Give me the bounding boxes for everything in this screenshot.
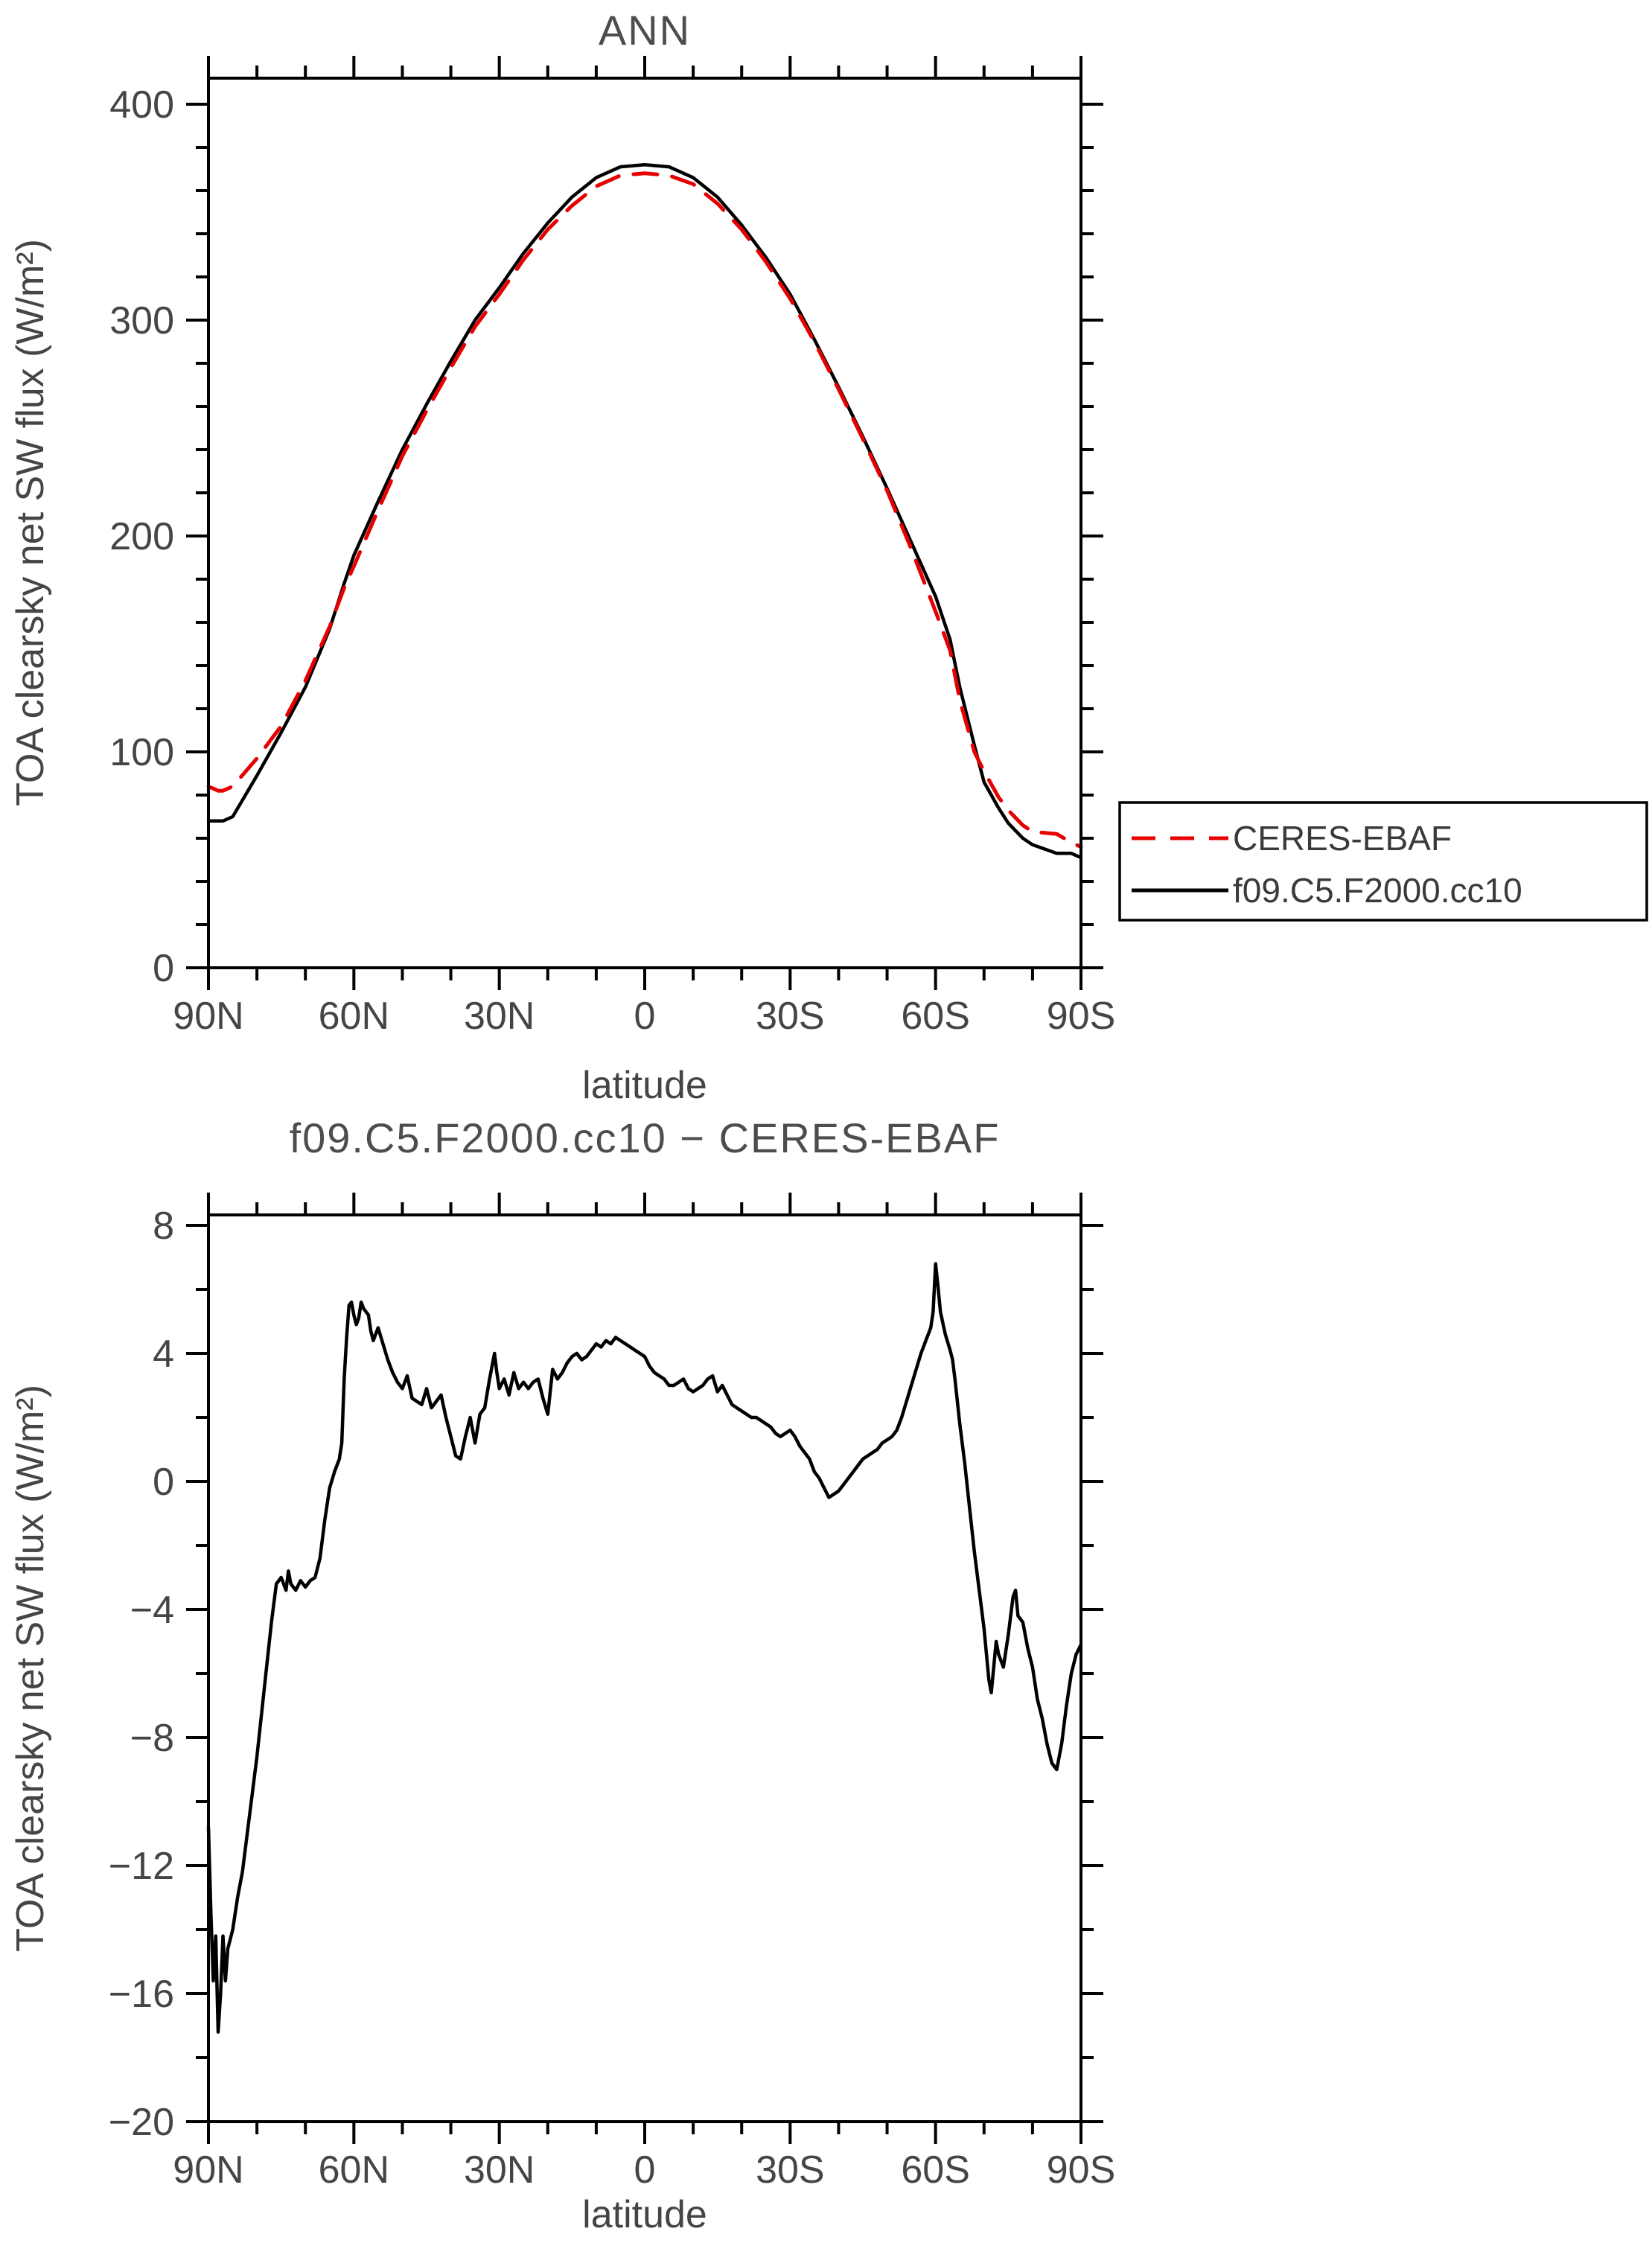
chart-diff-title: f09.C5.F2000.cc10 − CERES-EBAF bbox=[290, 1114, 1001, 1161]
chart-ann-ylabel: TOA clearsky net SW flux (W/m²) bbox=[9, 239, 52, 806]
series-f09-c5-f2000-cc10 bbox=[206, 162, 1083, 860]
chart-ann: ANN TOA clearsky net SW flux (W/m²) lati… bbox=[9, 7, 1648, 1107]
y-tick-label: 0 bbox=[153, 947, 174, 990]
x-tick-label: 30N bbox=[464, 995, 535, 1038]
x-tick-label: 0 bbox=[634, 2148, 656, 2192]
legend-box bbox=[1118, 801, 1648, 922]
chart-diff-xlabel: latitude bbox=[582, 2193, 707, 2236]
x-tick-label: 90S bbox=[1047, 995, 1116, 1038]
y-tick-label: −20 bbox=[109, 2101, 174, 2144]
series-f09-c5-f2000-cc10-minus-ceres-ebaf bbox=[206, 1262, 1083, 2034]
x-tick-label: 0 bbox=[634, 995, 656, 1038]
y-tick-label: 300 bbox=[109, 299, 174, 342]
y-tick-label: 8 bbox=[153, 1205, 174, 1248]
x-tick-label: 60S bbox=[901, 995, 970, 1038]
series-ceres-ebaf bbox=[206, 171, 1083, 849]
x-tick-label: 60N bbox=[319, 2148, 389, 2192]
y-tick-label: −16 bbox=[109, 1973, 174, 2016]
chart-ann-plot-area: 90N 60N 30N 0 30S 60S 90S 0 100 200 300 400 bbox=[109, 56, 1115, 1038]
y-tick-label: 400 bbox=[109, 83, 174, 127]
x-tick-label: 90S bbox=[1047, 2148, 1116, 2192]
chart-ann-title: ANN bbox=[599, 7, 691, 54]
chart-ann-xlabel: latitude bbox=[582, 1064, 707, 1107]
y-tick-label: 0 bbox=[153, 1461, 174, 1504]
y-tick-label: 4 bbox=[153, 1333, 174, 1376]
x-tick-label: 90N bbox=[173, 995, 243, 1038]
chart-diff-ylabel: TOA clearsky net SW flux (W/m²) bbox=[9, 1385, 52, 1952]
legend-label: f09.C5.F2000.cc10 bbox=[1233, 871, 1522, 910]
y-tick-label: −8 bbox=[130, 1717, 174, 1760]
x-tick-label: 90N bbox=[173, 2148, 243, 2192]
y-tick-label: 100 bbox=[109, 731, 174, 774]
x-tick-label: 30S bbox=[756, 2148, 825, 2192]
legend-label: CERES-EBAF bbox=[1233, 819, 1452, 858]
x-tick-label: 60N bbox=[319, 995, 389, 1038]
legend: CERES-EBAF f09.C5.F2000.cc10 bbox=[1118, 801, 1648, 922]
x-tick-label: 30N bbox=[464, 2148, 535, 2192]
y-tick-label: −12 bbox=[109, 1845, 174, 1888]
y-tick-label: −4 bbox=[130, 1589, 174, 1632]
x-tick-label: 30S bbox=[756, 995, 825, 1038]
chart-diff-plot-area: 90N 60N 30N 0 30S 60S 90S −20 −16 −12 −8 −4 0 4 8 bbox=[109, 1193, 1115, 2192]
plot-frame bbox=[207, 1213, 1082, 2123]
y-tick-label: 200 bbox=[109, 515, 174, 558]
plot-frame bbox=[207, 77, 1082, 969]
x-tick-label: 60S bbox=[901, 2148, 970, 2192]
chart-diff: f09.C5.F2000.cc10 − CERES-EBAF TOA clear… bbox=[9, 1114, 1115, 2236]
